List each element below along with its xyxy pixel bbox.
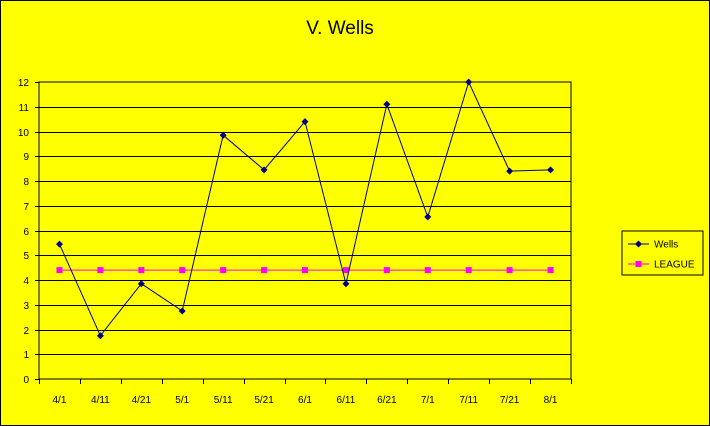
y-tick-label: 10 [18,128,30,139]
data-point [178,307,186,315]
y-tick-label: 8 [23,177,29,188]
x-tick-label: 7/1 [421,395,435,406]
data-point [220,267,227,274]
data-point [219,131,227,139]
y-tick-label: 6 [23,227,29,238]
x-tick-label: 4/1 [53,395,67,406]
y-tick-label: 1 [23,350,29,361]
data-point [137,280,145,288]
data-point [547,267,554,274]
data-point [179,267,186,274]
y-tick-label: 0 [23,375,29,386]
plot-area [38,81,572,380]
gridlines [39,107,571,355]
y-tick-label: 4 [23,276,29,287]
y-tick-label: 11 [19,103,30,114]
x-tick-label: 8/1 [544,395,558,406]
series-wells [55,78,555,340]
x-tick-label: 5/21 [254,395,274,406]
y-tick-label: 2 [23,326,29,337]
y-tick-label: 9 [23,152,29,163]
x-axis: 4/1 4/11 4/21 5/1 5/11 5/21 6/1 6/11 6/21 7/1 7/11… [39,379,572,406]
data-point [261,267,268,274]
data-point [383,100,391,108]
chart-title: V. Wells [306,18,374,39]
data-point [465,267,472,274]
legend: Wells LEAGUE [621,230,704,276]
data-point [383,267,390,274]
data-point [97,267,104,274]
x-tick-label: 6/1 [298,395,312,406]
x-tick-label: 7/21 [500,395,520,406]
legend-label: Wells [654,240,678,251]
series-layer [55,78,555,340]
x-tick-label: 4/21 [132,395,152,406]
series-league [56,267,554,274]
data-point [424,213,432,221]
x-tick-label: 5/11 [214,395,233,406]
data-point [342,267,349,274]
data-point [424,267,431,274]
data-point [465,78,473,86]
legend-label: LEAGUE [654,260,695,271]
y-tick-label: 7 [23,202,29,213]
data-point [96,332,104,340]
data-point [547,166,555,174]
data-point [56,267,63,274]
x-tick-label: 7/11 [459,395,478,406]
data-point [342,280,350,288]
x-tick-label: 4/11 [91,395,110,406]
data-point [506,267,513,274]
data-point [302,267,308,274]
data-point [138,267,145,274]
y-tick-label: 5 [23,251,29,262]
data-point [301,118,309,126]
data-point [506,167,514,175]
x-tick-label: 6/11 [337,395,356,406]
x-tick-label: 5/1 [175,395,189,406]
y-tick-label: 3 [23,301,29,312]
legend-box [621,230,704,276]
legend-marker [635,240,642,248]
data-point [260,166,268,174]
y-tick-label: 12 [18,78,30,89]
x-tick-label: 6/21 [377,395,397,406]
data-point [55,240,63,248]
legend-marker [635,261,642,267]
